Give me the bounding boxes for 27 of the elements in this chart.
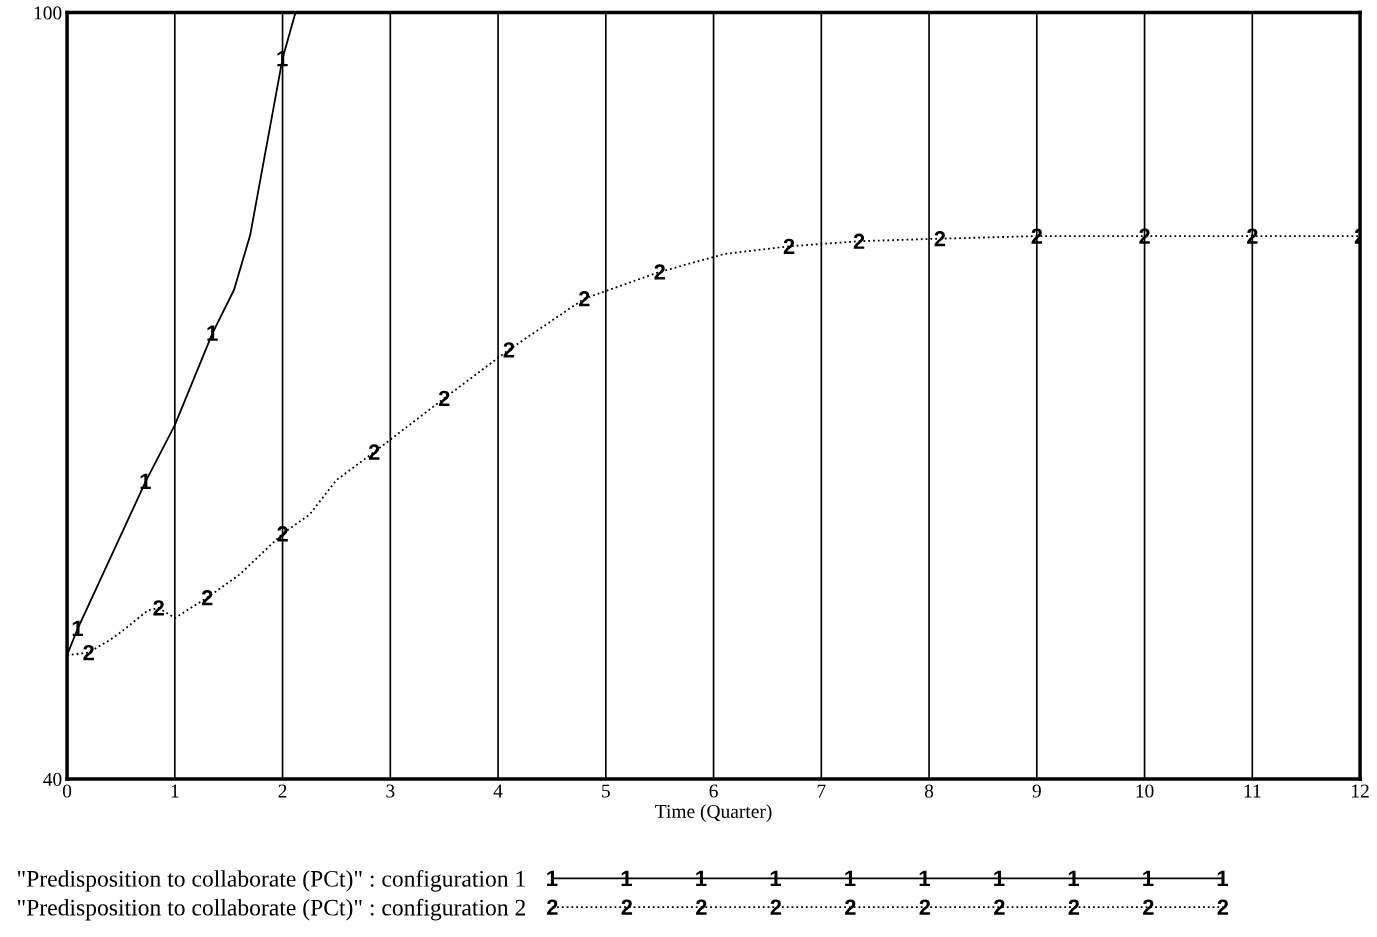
x-tick-label: 4 — [493, 784, 503, 798]
x-axis-title: Time (Quarter) — [655, 804, 772, 822]
y-tick-label: 100 — [34, 6, 62, 20]
point — [503, 342, 515, 358]
point — [578, 291, 590, 307]
point — [438, 390, 450, 406]
x-tick-label: 10 — [1136, 784, 1154, 798]
x-tick-label: 5 — [602, 784, 610, 798]
point — [783, 238, 795, 254]
x-tick-label: 1 — [171, 784, 179, 798]
legend-label: "Predisposition to collaborate (PCt)" : configuration 1 — [17, 869, 525, 892]
y-tick-label: 40 — [43, 772, 62, 786]
point — [1031, 228, 1043, 244]
point — [853, 233, 865, 249]
x-tick-label: 7 — [817, 784, 826, 798]
point — [201, 589, 213, 606]
x-tick-label: 8 — [924, 784, 934, 798]
x-tick-label: 0 — [62, 784, 72, 798]
point — [934, 231, 946, 247]
x-tick-label: 2 — [278, 784, 287, 798]
x-tick-label: 9 — [1032, 784, 1041, 798]
legend-label: "Predisposition to collaborate (PCt)" : configuration 2 — [17, 898, 526, 921]
x-tick-label: 3 — [386, 784, 395, 798]
x-tick-label: 11 — [1244, 784, 1261, 798]
point — [368, 444, 380, 460]
x-tick-label: 12 — [1352, 784, 1369, 798]
x-tick-label: 6 — [709, 784, 718, 798]
